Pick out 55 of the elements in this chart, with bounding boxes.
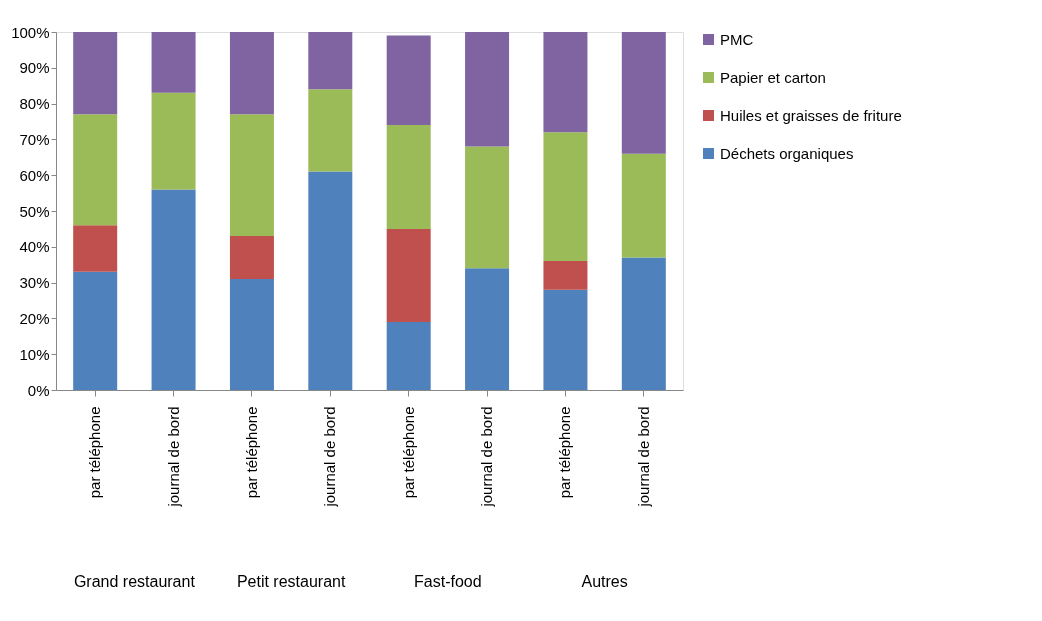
bar <box>229 279 274 390</box>
legend-label: Papier et carton <box>720 68 826 86</box>
y-tick-label: 70% <box>19 130 50 148</box>
bar <box>465 32 510 147</box>
x-tick-label: journal de bord <box>634 406 652 508</box>
y-tick-label: 60% <box>19 166 50 184</box>
bar <box>308 89 353 172</box>
x-tick-label: par téléphone <box>556 406 574 499</box>
bar <box>308 32 353 90</box>
y-tick-label: 30% <box>19 274 50 292</box>
bar <box>151 32 196 93</box>
bar <box>386 321 431 390</box>
bar <box>543 289 588 390</box>
bar <box>73 114 118 226</box>
bar <box>543 132 588 262</box>
bar <box>543 32 588 133</box>
bar <box>308 171 353 390</box>
bar <box>543 261 588 290</box>
y-tick-label: 0% <box>27 381 50 399</box>
bar <box>229 114 274 237</box>
text: Petit restaurant <box>236 573 346 590</box>
bar <box>386 228 431 322</box>
bar <box>151 92 196 190</box>
y-tick-label: 80% <box>19 95 50 113</box>
text: Fast-food <box>414 573 482 590</box>
y-tick-label: 40% <box>19 238 50 256</box>
legend-label: PMC <box>720 30 754 48</box>
x-tick-label: par téléphone <box>242 406 260 499</box>
text: Grand restaurant <box>73 573 196 590</box>
bar <box>621 257 666 390</box>
bar <box>73 32 118 115</box>
bar <box>621 32 666 154</box>
bar <box>151 189 196 390</box>
y-tick-label: 10% <box>19 345 50 363</box>
x-tick-label: par téléphone <box>86 406 104 499</box>
y-tick-label: 100% <box>11 23 50 41</box>
y-tick-label: 20% <box>19 309 50 327</box>
bar <box>465 268 510 390</box>
bar <box>386 125 431 229</box>
text: Autres <box>581 573 628 590</box>
y-tick-label: 90% <box>19 59 50 77</box>
bar <box>386 35 431 126</box>
x-tick-label: journal de bord <box>478 406 496 508</box>
x-tick-label: journal de bord <box>164 406 182 508</box>
bar <box>621 153 666 258</box>
bar <box>229 236 274 280</box>
bar <box>73 225 118 272</box>
bar <box>73 271 118 390</box>
y-tick-label: 50% <box>19 202 50 220</box>
x-tick-label: journal de bord <box>321 406 339 508</box>
legend-label: Déchets organiques <box>720 144 854 162</box>
bar <box>229 32 274 115</box>
bar <box>465 146 510 269</box>
x-tick-label: par téléphone <box>399 406 417 499</box>
legend-label: Huiles et graisses de friture <box>720 106 902 124</box>
